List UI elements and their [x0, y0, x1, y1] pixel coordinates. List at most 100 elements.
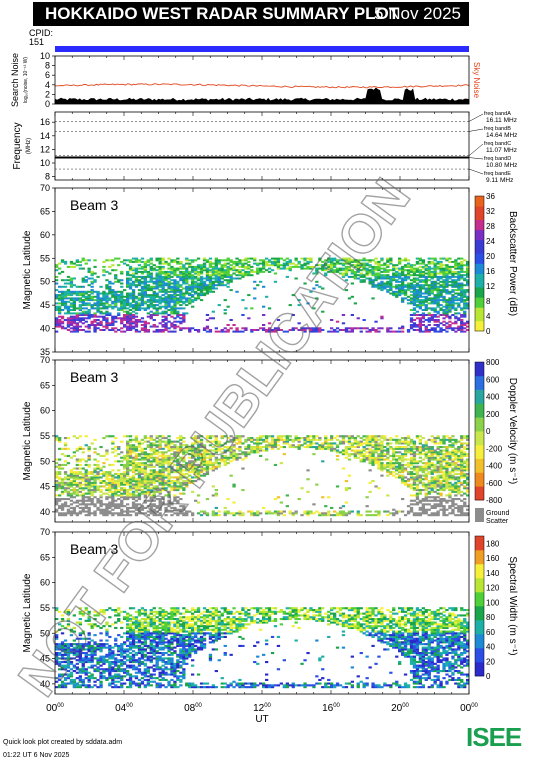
- g-power-cell: [179, 295, 183, 298]
- g-power-cell: [454, 302, 458, 305]
- g-vel-cell: [173, 471, 177, 474]
- g-power-cell: [463, 315, 467, 318]
- g-power-cell: [433, 280, 437, 283]
- g-power-cell: [55, 275, 59, 278]
- g-power-cell: [176, 275, 180, 278]
- g-power-cell: [401, 287, 405, 290]
- g-power-cell: [75, 259, 79, 262]
- g-power-cell: [418, 294, 422, 297]
- g-vel-cell: [128, 451, 133, 454]
- g-vel-cell: [131, 449, 136, 452]
- g-vel-cell: [93, 467, 97, 470]
- g-vel-cell: [191, 476, 195, 479]
- g-power-cell: [377, 287, 381, 290]
- g-power-cell: [137, 304, 142, 307]
- g-power-cell: [421, 272, 425, 275]
- g-power-cell: [374, 284, 378, 287]
- g-power-cell: [457, 289, 461, 292]
- g-vel-cell: [191, 469, 195, 472]
- g-power-cell: [63, 305, 68, 308]
- g-vel-cell: [247, 453, 251, 456]
- g-vel-cell: [176, 453, 180, 456]
- g-power-cell: [176, 269, 180, 272]
- g-power-cell: [368, 270, 372, 273]
- g-power-cell: [415, 294, 420, 297]
- g-vel-cell: [143, 480, 147, 483]
- g-power-cell: [179, 284, 183, 287]
- g-vel-cell: [205, 435, 210, 438]
- g-vel-cell: [256, 449, 260, 452]
- g-power-cell: [87, 270, 91, 273]
- g-vel-cell: [81, 447, 85, 450]
- g-power-cell: [460, 314, 464, 316]
- g-vel-cell: [123, 458, 127, 461]
- g-power-cell: [436, 279, 440, 282]
- g-vel-cell: [128, 453, 133, 456]
- g-power-cell: [128, 282, 133, 285]
- g-power-cell: [214, 327, 218, 330]
- g-vel-cell: [403, 440, 408, 443]
- g-power-cell: [188, 284, 192, 287]
- g-vel-cell: [214, 444, 218, 447]
- g-vel-cell: [111, 512, 115, 515]
- g-vel-cell: [191, 460, 195, 463]
- g-power-cell: [463, 270, 467, 273]
- g-vel-cell: [164, 483, 168, 486]
- g-power-cell: [176, 325, 180, 328]
- g-power-cell: [315, 272, 319, 275]
- g-power-cell: [412, 299, 417, 302]
- g-vel-cell: [158, 451, 162, 454]
- g-power-cell: [182, 279, 186, 282]
- g-power-cell: [78, 260, 82, 263]
- g-vel-cell: [403, 442, 408, 445]
- g-vel-cell: [126, 508, 130, 511]
- g-power-cell: [457, 299, 461, 302]
- g-vel-cell: [81, 499, 85, 502]
- g-vel-cell: [279, 462, 283, 465]
- g-vel-cell: [353, 454, 357, 457]
- g-vel-cell: [185, 467, 189, 470]
- g-power-cell: [84, 295, 88, 298]
- g-vel-cell: [99, 490, 103, 493]
- g-vel-cell: [90, 485, 94, 488]
- g-power-cell: [409, 297, 414, 300]
- g-vel-cell: [199, 453, 204, 456]
- g-power-cell: [143, 329, 147, 331]
- g-power-cell: [463, 305, 467, 308]
- g-power-cell: [418, 307, 422, 310]
- g-vel-cell: [185, 476, 189, 479]
- g-vel-cell: [270, 447, 275, 450]
- g-power-cell: [412, 277, 417, 280]
- g-power-cell: [173, 290, 177, 293]
- g-power-cell: [155, 269, 159, 272]
- g-power-cell: [140, 317, 145, 320]
- g-power-cell: [256, 272, 260, 275]
- g-power-cell: [356, 317, 360, 320]
- g-vel-cell: [99, 505, 103, 508]
- freq-band-value: 10.80 MHz: [486, 162, 517, 169]
- g-power-cell: [273, 329, 278, 331]
- g-vel-cell: [333, 442, 337, 445]
- g-vel-cell: [324, 446, 328, 449]
- g-vel-cell: [356, 440, 360, 443]
- g-vel-cell: [235, 453, 239, 456]
- g-power-cell: [424, 289, 428, 292]
- g-power-cell: [170, 265, 174, 268]
- g-vel-cell: [120, 480, 124, 483]
- g-power-cell: [217, 282, 221, 285]
- g-power-cell: [338, 267, 343, 270]
- g-vel-cell: [359, 460, 363, 463]
- g-vel-cell: [164, 446, 168, 449]
- g-vel-cell: [143, 451, 147, 454]
- g-power-cell: [460, 330, 464, 333]
- g-vel-cell: [167, 458, 171, 461]
- g-vel-cell: [126, 435, 130, 438]
- g-power-cell: [149, 325, 153, 328]
- g-power-cell: [259, 270, 263, 273]
- g-power-cell: [105, 295, 109, 298]
- g-power-cell: [294, 277, 298, 280]
- g-vel-cell: [347, 453, 352, 456]
- g-vel-cell: [170, 440, 174, 443]
- g-vel-cell: [120, 494, 124, 497]
- g-power-cell: [182, 327, 186, 330]
